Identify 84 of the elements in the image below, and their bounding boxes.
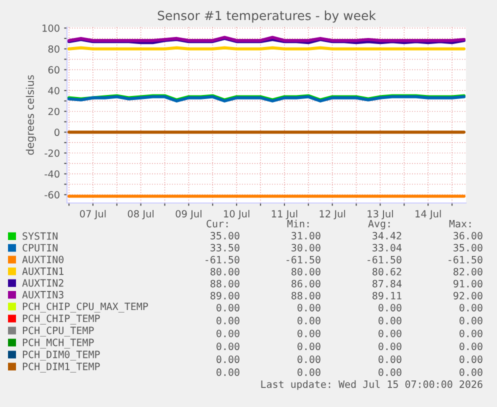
y-tick-label: 60 (48, 66, 60, 74)
text: 0.00 (216, 342, 240, 350)
text: -61.50 (368, 256, 402, 264)
y-tick-label: 100 (42, 24, 60, 32)
x-tick-label: 10 Jul (224, 210, 250, 220)
legend-label: PCH_DIM1_TEMP (22, 362, 100, 372)
text: Avg: (368, 220, 390, 230)
x-tick-label: 07 Jul (80, 210, 106, 220)
text: 33.04 (372, 244, 402, 252)
legend-label: PCH_MCH_TEMP (22, 338, 94, 348)
text: 89.11 (372, 292, 402, 300)
text: 80.62 (372, 268, 402, 276)
y-tick-label: -60 (44, 191, 60, 198)
text: Cur: (206, 220, 228, 228)
legend-label: AUXTIN1 (22, 268, 64, 275)
text: 36.00 (454, 232, 482, 240)
text: 30.00 (292, 244, 320, 252)
legend-label: SYSTIN (22, 232, 58, 240)
x-tick-label: 14 Jul (416, 210, 441, 220)
text: Min: (287, 220, 309, 228)
legend-label: PCH_CHIP_TEMP (22, 314, 100, 324)
text: 0.00 (298, 342, 320, 350)
legend-label: AUXTIN2 (22, 279, 64, 287)
text: 0.00 (378, 316, 402, 324)
text: 0.00 (460, 356, 482, 364)
y-tick-label: 20 (48, 108, 60, 116)
text: 34.42 (372, 232, 402, 240)
text: 0.00 (460, 342, 482, 350)
x-tick-label: 12 Jul (320, 210, 346, 220)
text: 0.00 (298, 304, 320, 312)
text: 0.00 (216, 316, 240, 324)
x-tick-label: 09 Jul (176, 210, 202, 220)
legend-label: PCH_DIM0_TEMP (22, 350, 100, 360)
y-tick-label: -40 (44, 170, 60, 178)
text: 92.00 (454, 292, 482, 300)
text: 0.00 (378, 368, 402, 376)
text: 35.00 (454, 244, 482, 252)
text: 0.00 (460, 368, 482, 376)
text: 89.00 (210, 292, 240, 300)
text: 86.00 (292, 280, 320, 288)
text: 0.00 (298, 368, 320, 376)
text: 35.00 (210, 232, 240, 240)
text: 0.00 (378, 304, 402, 312)
legend-label: AUXTIN3 (22, 290, 64, 298)
chart-title: Sensor #1 temperatures - by week (158, 10, 376, 23)
text: 31.00 (292, 232, 320, 240)
x-tick-label: 13 Jul (368, 210, 393, 220)
legend-label: PCH_CHIP_CPU_MAX_TEMP (22, 302, 148, 312)
text: 80.00 (292, 268, 320, 276)
text: 82.00 (454, 268, 482, 276)
text: 0.00 (216, 330, 240, 338)
text: 0.00 (298, 356, 320, 364)
text: Max: (449, 220, 471, 228)
text: 87.84 (372, 280, 402, 288)
text: 0.00 (298, 330, 320, 338)
text: 88.00 (292, 292, 320, 300)
text: 0.00 (216, 356, 240, 364)
text: 91.00 (454, 280, 482, 288)
text: -61.50 (448, 256, 482, 264)
y-tick-label: 0 (54, 128, 60, 136)
x-tick-label: 08 Jul (128, 210, 154, 220)
text: 88.00 (210, 280, 240, 288)
text: 0.00 (378, 356, 402, 364)
text: 80.00 (210, 268, 240, 276)
text: 0.00 (378, 330, 402, 338)
y-tick-label: 40 (48, 87, 60, 94)
legend-label: CPUTIN (22, 244, 58, 252)
text: 0.00 (460, 304, 482, 312)
y-tick-label: 80 (48, 45, 60, 53)
legend-label: PCH_CPU_TEMP (22, 326, 94, 336)
text: 0.00 (378, 342, 402, 350)
y-tick-label: -20 (44, 149, 60, 157)
x-tick-label: 11 Jul (272, 210, 298, 220)
text: 33.50 (210, 244, 240, 252)
text: Last update: Wed Jul 15 07:00:00 2026 (261, 380, 482, 390)
text: 0.00 (216, 368, 240, 376)
text: 0.00 (460, 316, 482, 324)
text: -61.50 (206, 256, 240, 264)
text: 0.00 (298, 316, 320, 324)
text: -61.50 (286, 256, 320, 264)
y-axis-title: degrees celsius (26, 75, 36, 155)
legend-label: AUXTIN0 (22, 256, 64, 264)
text: 0.00 (216, 304, 240, 312)
text: 0.00 (460, 330, 482, 338)
